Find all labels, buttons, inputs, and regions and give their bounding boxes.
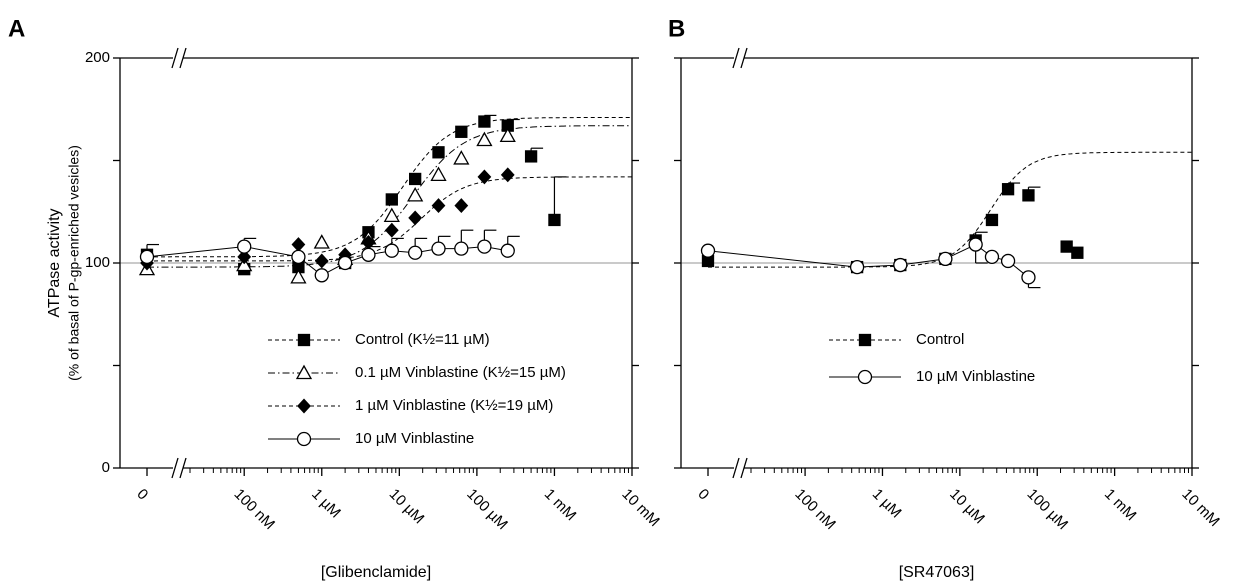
data-point bbox=[291, 249, 306, 265]
y-tick-label: 200 bbox=[85, 49, 110, 66]
axis-break bbox=[179, 47, 187, 69]
x-tick-label: 0 bbox=[694, 486, 712, 504]
data-point bbox=[361, 247, 376, 262]
data-point bbox=[431, 198, 446, 214]
data-point bbox=[409, 172, 422, 186]
data-point bbox=[478, 115, 491, 128]
x-tick-label: 10 µM bbox=[946, 486, 988, 528]
y-tick-label: 0 bbox=[102, 459, 110, 476]
data-point bbox=[938, 251, 953, 267]
x-tick-label: 10 µM bbox=[386, 486, 428, 528]
legend-label: 10 µM Vinblastine bbox=[916, 368, 1035, 385]
data-point bbox=[384, 222, 399, 238]
x-tick-label: 1 µM bbox=[869, 486, 905, 522]
fit-curve bbox=[146, 117, 632, 258]
data-point bbox=[548, 213, 561, 227]
data-point bbox=[700, 243, 716, 258]
axis-break bbox=[171, 457, 179, 479]
axis-break bbox=[179, 457, 187, 479]
data-point bbox=[337, 255, 353, 271]
data-point bbox=[849, 259, 865, 275]
data-point bbox=[384, 243, 399, 258]
data-point bbox=[314, 268, 329, 283]
data-point bbox=[408, 210, 423, 226]
data-point bbox=[291, 237, 306, 253]
data-point bbox=[383, 207, 400, 223]
data-point bbox=[139, 249, 155, 265]
data-point bbox=[893, 257, 908, 273]
data-point bbox=[1071, 246, 1084, 259]
data-point bbox=[431, 241, 446, 256]
data-point bbox=[453, 150, 470, 165]
x-axis-title: [SR47063] bbox=[899, 564, 975, 581]
data-point bbox=[477, 239, 492, 254]
data-point bbox=[313, 234, 330, 249]
data-point bbox=[1022, 189, 1035, 202]
x-tick-label: 100 nM bbox=[231, 486, 278, 533]
data-point bbox=[499, 127, 516, 143]
axis-break bbox=[732, 47, 740, 69]
x-tick-label: 0 bbox=[133, 486, 151, 504]
legend-label: 1 µM Vinblastine (K½=19 µM) bbox=[355, 397, 553, 414]
x-tick-label: 100 µM bbox=[1024, 486, 1072, 534]
data-point bbox=[477, 169, 492, 185]
data-point bbox=[476, 131, 493, 147]
data-point bbox=[455, 125, 468, 138]
legend-marker bbox=[297, 398, 311, 414]
data-point bbox=[1001, 183, 1015, 196]
legend-label: Control (K½=11 µM) bbox=[355, 331, 490, 348]
x-tick-label: 1 µM bbox=[308, 486, 344, 522]
data-point bbox=[968, 237, 983, 252]
data-point bbox=[1060, 240, 1073, 253]
fit-curve bbox=[146, 176, 632, 262]
legend-marker bbox=[296, 431, 312, 447]
legend-marker bbox=[858, 333, 872, 347]
x-tick-label: 10 mM bbox=[618, 486, 662, 530]
data-point bbox=[500, 243, 515, 258]
data-point bbox=[314, 253, 329, 269]
legend-marker bbox=[295, 364, 313, 380]
x-tick-label: 1 mM bbox=[1101, 486, 1140, 525]
legend-label: 0.1 µM Vinblastine (K½=15 µM) bbox=[355, 364, 566, 381]
y-tick-label: 100 bbox=[85, 254, 110, 271]
legend-label: 10 µM Vinblastine bbox=[355, 430, 474, 447]
axis-break bbox=[740, 47, 748, 69]
data-point bbox=[432, 146, 445, 159]
legend-marker bbox=[857, 369, 873, 385]
data-point bbox=[454, 241, 469, 256]
data-point bbox=[500, 167, 515, 183]
data-point bbox=[237, 239, 252, 254]
legend-marker bbox=[297, 333, 311, 347]
data-point bbox=[524, 150, 538, 163]
legend-label: Control bbox=[916, 331, 964, 348]
x-axis-title: [Glibenclamide] bbox=[321, 564, 431, 581]
data-point bbox=[454, 198, 469, 214]
y-axis-title: ATPase activity bbox=[46, 208, 63, 317]
x-tick-label: 100 µM bbox=[463, 486, 511, 534]
data-point bbox=[385, 193, 398, 206]
data-point bbox=[407, 187, 424, 202]
data-point bbox=[985, 213, 999, 227]
panel-label: B bbox=[668, 15, 685, 42]
panel-label: A bbox=[8, 15, 25, 42]
data-point bbox=[984, 249, 1000, 265]
data-point bbox=[237, 249, 252, 265]
data-point bbox=[430, 166, 447, 182]
axis-break bbox=[171, 47, 179, 69]
data-point bbox=[1000, 253, 1016, 269]
x-tick-label: 1 mM bbox=[541, 486, 580, 525]
data-point bbox=[290, 269, 307, 284]
y-axis-title: (% of basal of P-gp-enriched vesicles) bbox=[66, 145, 82, 381]
x-tick-label: 100 nM bbox=[791, 486, 838, 533]
data-point bbox=[408, 245, 423, 260]
data-point bbox=[1021, 270, 1036, 285]
axis-break bbox=[740, 457, 748, 479]
fit-curve bbox=[708, 151, 1192, 268]
axis-break bbox=[732, 457, 740, 479]
x-tick-label: 10 mM bbox=[1178, 486, 1222, 530]
